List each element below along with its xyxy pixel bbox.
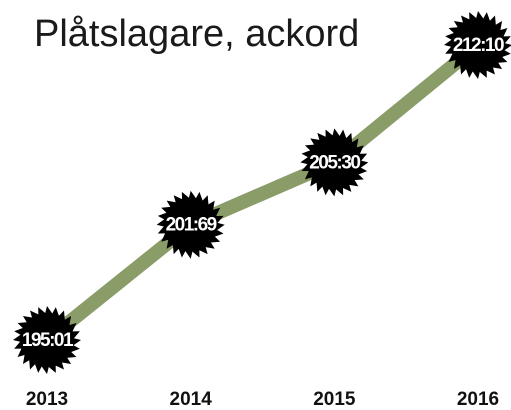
saw-marker	[300, 128, 369, 197]
x-tick-label: 2014	[170, 389, 213, 410]
x-tick-label: 2016	[457, 389, 499, 410]
data-label: 195:01	[22, 330, 74, 351]
saw-marker	[156, 190, 225, 259]
data-label: 205:30	[309, 152, 360, 173]
data-label: 212:10	[453, 35, 504, 56]
x-tick-label: 2015	[313, 389, 356, 410]
x-tick-label: 2013	[26, 389, 68, 410]
saw-marker	[444, 11, 511, 79]
data-label: 201:69	[166, 215, 217, 236]
saw-marker	[13, 306, 81, 374]
chart-title: Plåtslagare, ackord	[34, 13, 359, 55]
line	[42, 39, 483, 346]
